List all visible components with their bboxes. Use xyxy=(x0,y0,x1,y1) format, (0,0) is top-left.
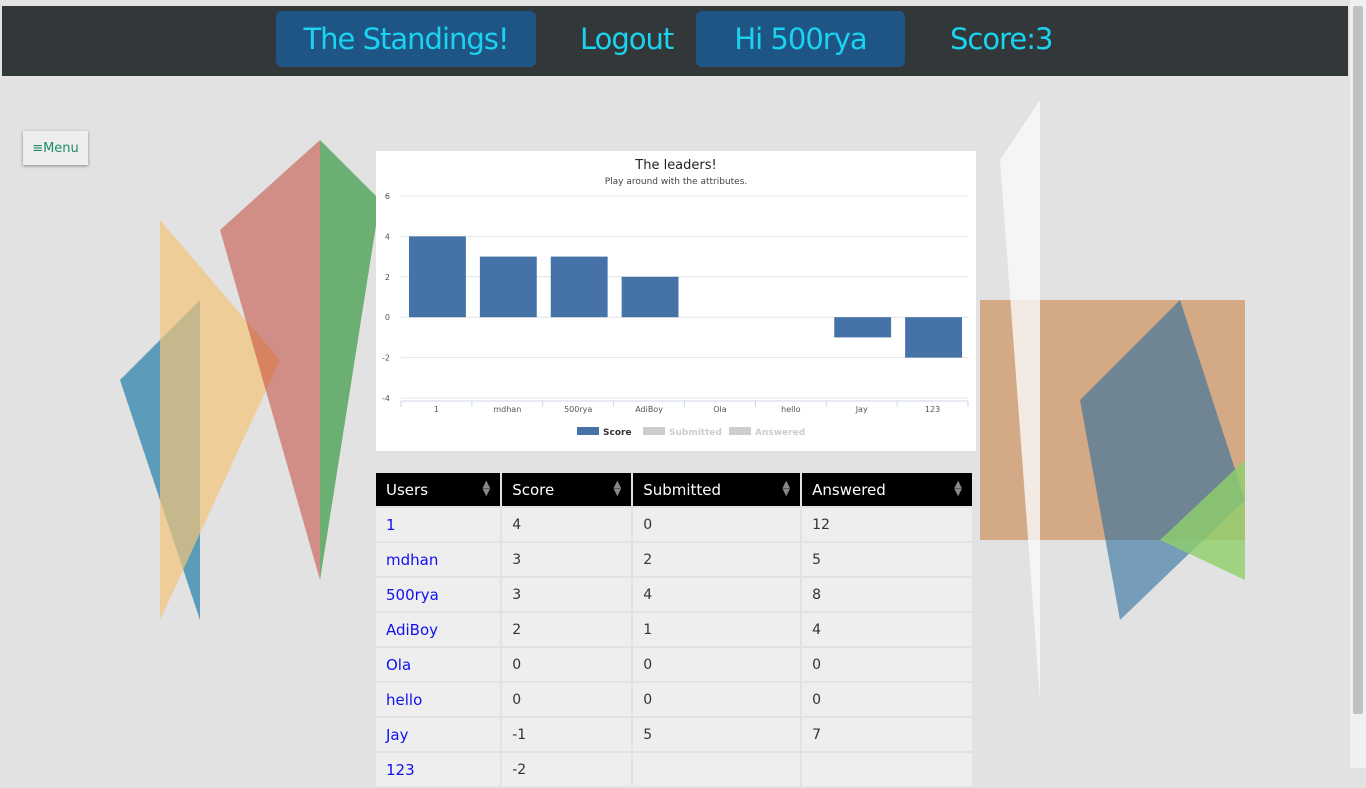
legend-swatch xyxy=(577,427,599,435)
y-tick-label: 0 xyxy=(385,313,390,322)
bar-123 xyxy=(905,317,962,358)
bar-1 xyxy=(409,236,466,318)
cell-score: -1 xyxy=(502,718,632,751)
cell-users: mdhan xyxy=(376,543,501,576)
table-row: Ola 0 0 0 xyxy=(376,648,972,681)
cell-answered xyxy=(802,753,972,786)
cell-answered: 7 xyxy=(802,718,972,751)
table-row: AdiBoy 2 1 4 xyxy=(376,613,972,646)
header-label: Answered xyxy=(812,480,886,499)
scrollbar-thumb[interactable] xyxy=(1353,6,1363,714)
table-row: Jay -1 5 7 xyxy=(376,718,972,751)
y-tick-label: 6 xyxy=(385,192,390,201)
cell-score: 3 xyxy=(502,543,632,576)
user-greeting-button[interactable]: Hi 500rya xyxy=(696,11,905,67)
cell-users: Jay xyxy=(376,718,501,751)
user-link[interactable]: 1 xyxy=(386,515,396,534)
cell-answered: 0 xyxy=(802,648,972,681)
user-link[interactable]: Jay xyxy=(386,725,409,744)
legend-item-submitted[interactable]: Submitted xyxy=(669,428,722,438)
cell-score: 2 xyxy=(502,613,632,646)
column-header-answered[interactable]: Answered ▲ ▼ xyxy=(802,473,972,506)
x-tick-label: 500rya xyxy=(564,405,592,414)
bar-mdhan xyxy=(479,256,537,318)
cell-users: hello xyxy=(376,683,501,716)
x-tick-label: Jay xyxy=(855,405,868,414)
cell-submitted: 4 xyxy=(633,578,801,611)
header-label: Submitted xyxy=(643,480,722,499)
cell-users: AdiBoy xyxy=(376,613,501,646)
cell-score: 4 xyxy=(502,508,632,541)
table-row: 500rya 3 4 8 xyxy=(376,578,972,611)
user-link[interactable]: 123 xyxy=(386,760,415,779)
user-link[interactable]: 500rya xyxy=(386,585,439,604)
y-tick-label: 2 xyxy=(385,273,390,282)
cell-answered: 8 xyxy=(802,578,972,611)
cell-users: 1 xyxy=(376,508,501,541)
column-header-score[interactable]: Score ▲ ▼ xyxy=(502,473,632,506)
column-header-users[interactable]: Users ▲ ▼ xyxy=(376,473,501,506)
bar-AdiBoy xyxy=(621,276,679,318)
sort-icon[interactable]: ▲ ▼ xyxy=(613,479,622,498)
bar-500rya xyxy=(550,256,608,318)
user-link[interactable]: hello xyxy=(386,690,423,709)
table-row: 123 -2 xyxy=(376,753,972,786)
x-tick-label: 123 xyxy=(925,405,940,414)
cell-users: 500rya xyxy=(376,578,501,611)
cell-answered: 5 xyxy=(802,543,972,576)
chart-title: The leaders! xyxy=(634,158,716,173)
cell-answered: 12 xyxy=(802,508,972,541)
x-tick-label: hello xyxy=(781,405,800,414)
leaders-chart: The leaders! Play around with the attribu… xyxy=(376,151,976,451)
sort-icon[interactable]: ▲ ▼ xyxy=(954,479,962,498)
cell-score: 3 xyxy=(502,578,632,611)
x-tick-label: AdiBoy xyxy=(635,405,663,414)
user-link[interactable]: mdhan xyxy=(386,550,439,569)
cell-users: Ola xyxy=(376,648,501,681)
y-tick-label: 4 xyxy=(385,232,390,241)
table-row: 1 4 0 12 xyxy=(376,508,972,541)
standings-button[interactable]: The Standings! xyxy=(276,11,536,67)
chart-subtitle: Play around with the attributes. xyxy=(605,177,748,187)
logout-link[interactable]: Logout xyxy=(580,22,674,56)
scrollbar[interactable] xyxy=(1350,0,1366,768)
legend-swatch xyxy=(643,427,665,435)
y-tick-label: -4 xyxy=(382,394,390,403)
cell-submitted: 5 xyxy=(633,718,801,751)
cell-answered: 0 xyxy=(802,683,972,716)
table-row: mdhan 3 2 5 xyxy=(376,543,972,576)
legend-item-score[interactable]: Score xyxy=(603,428,632,438)
x-tick-label: Ola xyxy=(713,405,727,414)
cell-submitted: 0 xyxy=(633,508,801,541)
cell-users: 123 xyxy=(376,753,501,786)
cell-submitted: 0 xyxy=(633,683,801,716)
sort-icon[interactable]: ▲ ▼ xyxy=(782,479,791,498)
cell-score: -2 xyxy=(502,753,632,786)
cell-submitted xyxy=(633,753,801,786)
cell-submitted: 0 xyxy=(633,648,801,681)
cell-submitted: 2 xyxy=(633,543,801,576)
x-tick-label: 1 xyxy=(434,405,439,414)
table-row: hello 0 0 0 xyxy=(376,683,972,716)
cell-score: 0 xyxy=(502,648,632,681)
cell-score: 0 xyxy=(502,683,632,716)
cell-answered: 4 xyxy=(802,613,972,646)
y-tick-label: -2 xyxy=(382,354,390,363)
legend-item-answered[interactable]: Answered xyxy=(755,428,805,438)
legend-swatch xyxy=(729,427,751,435)
score-display: Score:3 xyxy=(950,22,1053,56)
header-label: Users xyxy=(386,480,429,499)
sort-icon[interactable]: ▲ ▼ xyxy=(482,479,491,498)
user-link[interactable]: Ola xyxy=(386,655,412,674)
menu-button[interactable]: ≡Menu xyxy=(23,131,88,165)
top-nav: The Standings! Logout Hi 500rya Score:3 xyxy=(2,6,1348,76)
cell-submitted: 1 xyxy=(633,613,801,646)
bar-Jay xyxy=(834,317,892,338)
header-label: Score xyxy=(512,480,555,499)
x-tick-label: mdhan xyxy=(493,405,521,414)
column-header-submitted[interactable]: Submitted ▲ ▼ xyxy=(633,473,801,506)
user-link[interactable]: AdiBoy xyxy=(386,620,439,639)
